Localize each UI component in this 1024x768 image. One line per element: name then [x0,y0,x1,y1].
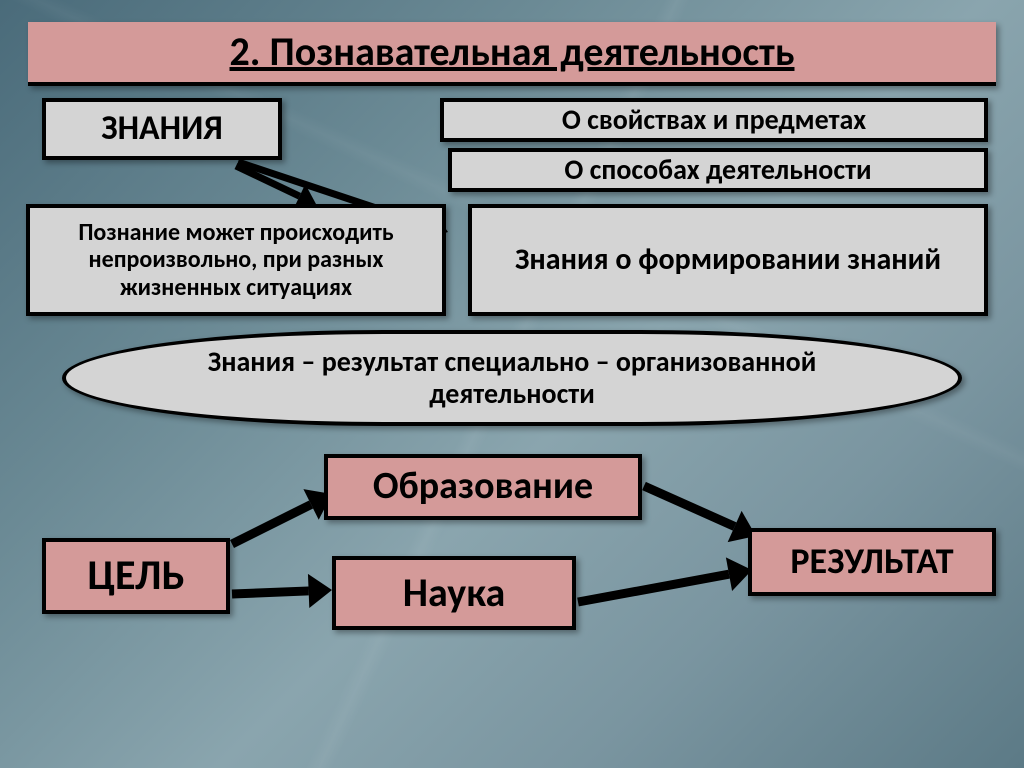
node-result: РЕЗУЛЬТАТ [748,528,996,596]
node-methods: О способах деятельности [448,148,988,192]
node-science: Наука [332,556,576,630]
node-involuntary: Познание может происходить непроизвольно… [26,204,446,316]
node-organized: Знания – результат специально – организо… [62,330,962,426]
node-education: Образование [324,454,642,520]
node-props_objects: О свойствах и предметах [440,98,988,142]
title-bar: 2. Познавательная деятельность [28,22,996,86]
node-formation: Знания о формировании знаний [468,204,988,316]
node-knowledge: ЗНАНИЯ [42,98,282,160]
node-goal: ЦЕЛЬ [42,538,230,614]
